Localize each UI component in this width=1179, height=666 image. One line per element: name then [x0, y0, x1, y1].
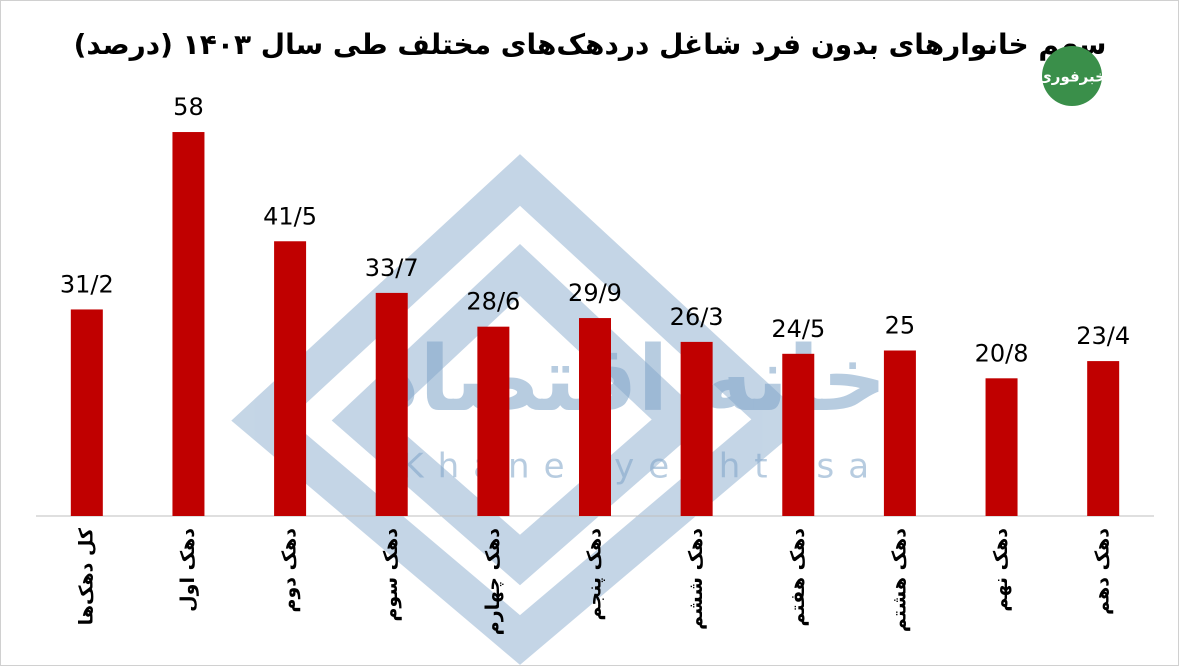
bar [579, 318, 611, 516]
bar [1087, 361, 1120, 516]
value-label: 26/3 [670, 303, 724, 331]
logo-text: خبرفوری [1038, 68, 1106, 86]
value-label: 28/6 [466, 288, 520, 316]
x-tick-label: دهک دهم [1092, 528, 1114, 615]
x-tick-label: دهک اول [177, 528, 199, 612]
bar [985, 378, 1018, 516]
bar [477, 326, 510, 516]
x-tick-label: دهک دوم [279, 528, 301, 613]
value-label: 33/7 [365, 254, 419, 282]
value-label: 20/8 [975, 339, 1029, 367]
value-label: 41/5 [263, 202, 317, 230]
value-label: 58 [173, 93, 204, 121]
value-label: 25 [885, 312, 916, 340]
x-tick-label: دهک ششم [685, 528, 707, 630]
x-tick-label: دهک هشتم [888, 528, 910, 632]
logo-badge [1042, 46, 1102, 106]
value-label: 31/2 [60, 270, 114, 298]
bar [782, 353, 815, 516]
chart-title: سهم خانوارهای بدون فرد شاغل دردهک‌های مخ… [74, 28, 1107, 61]
bar [680, 341, 713, 516]
x-tick-label: دهک سوم [380, 528, 402, 622]
x-tick-label: دهک هفتم [787, 528, 809, 627]
x-tick-label: کل دهک‌ها [75, 527, 97, 625]
x-tick-label: دهک چهارم [482, 528, 504, 635]
bar [883, 350, 916, 516]
x-tick-label: دهک نهم [990, 528, 1012, 612]
bar [172, 132, 205, 517]
value-label: 24/5 [771, 315, 825, 343]
bar [274, 241, 307, 516]
value-label: 23/4 [1076, 322, 1130, 350]
x-tick-label: دهک پنجم [584, 528, 606, 621]
bar [375, 292, 408, 516]
value-label: 29/9 [568, 279, 622, 307]
watermark-shape [231, 154, 809, 665]
bar [70, 309, 103, 516]
